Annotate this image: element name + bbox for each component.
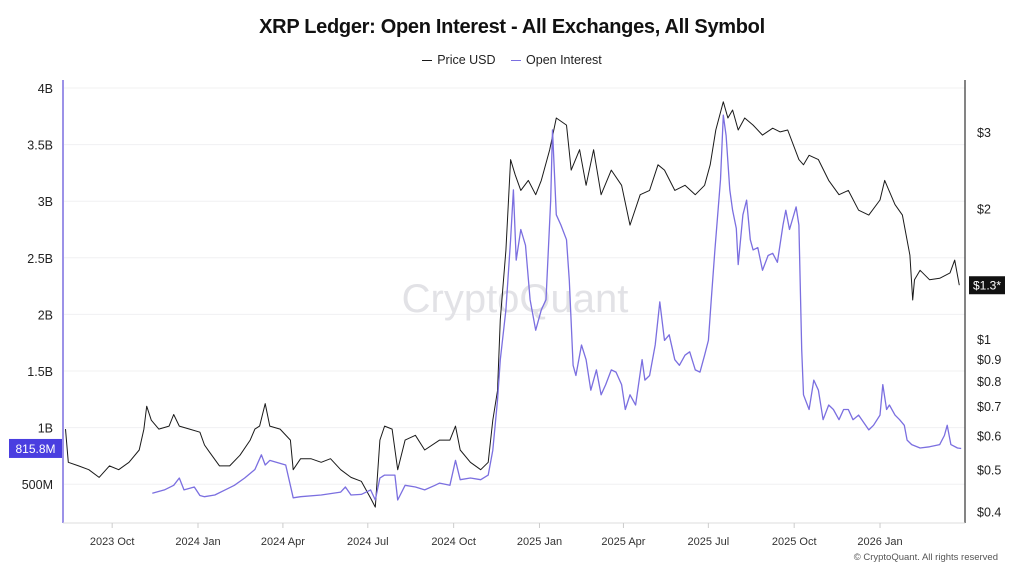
current-price-label: $1.3*	[973, 279, 1001, 293]
left-tick-label: 2.5B	[27, 252, 53, 266]
right-tick-label: $0.5	[977, 464, 1001, 478]
left-tick-label: 500M	[22, 478, 53, 492]
x-tick-label: 2025 Oct	[772, 536, 817, 548]
x-axis: 2023 Oct 2024 Jan 2024 Apr 2024 Jul 2024 Oct…	[90, 523, 903, 548]
x-tick-label: 2024 Oct	[431, 536, 476, 548]
right-tick-label: $0.8	[977, 375, 1001, 389]
x-tick-label: 2025 Jul	[688, 536, 730, 548]
series-line-price-usd	[65, 101, 960, 508]
x-tick-label: 2025 Jan	[517, 536, 562, 548]
right-tick-label: $2	[977, 202, 991, 216]
left-tick-label: 4B	[38, 82, 53, 96]
x-tick-label: 2024 Apr	[261, 536, 305, 548]
left-tick-label: 1.5B	[27, 365, 53, 379]
right-tick-label: $0.9	[977, 353, 1001, 367]
current-oi-label: 815.8M	[15, 442, 55, 456]
x-tick-label: 2024 Jul	[347, 536, 389, 548]
chart-title: XRP Ledger: Open Interest - All Exchange…	[259, 16, 765, 38]
left-tick-label: 3.5B	[27, 139, 53, 153]
left-tick-label: 3B	[38, 195, 53, 209]
current-price-badge: $1.3*	[969, 276, 1005, 295]
right-tick-label: $0.4	[977, 506, 1001, 520]
legend-label-open-interest: Open Interest	[526, 53, 602, 68]
legend: Price USD Open Interest	[0, 50, 1024, 67]
legend-swatch-price	[422, 59, 433, 61]
series-line-open-interest	[152, 114, 962, 501]
series-layer	[65, 101, 962, 508]
right-tick-label: $1	[977, 333, 991, 347]
left-tick-label: 1B	[38, 422, 53, 436]
current-oi-badge-bg	[9, 438, 62, 458]
x-tick-label: 2023 Oct	[90, 536, 135, 548]
gridlines	[64, 87, 965, 485]
legend-item-price[interactable]: Price USD	[422, 53, 496, 68]
right-tick-label: $0.7	[977, 400, 1001, 414]
copyright: © CryptoQuant. All rights reserved	[853, 552, 998, 563]
watermark: CryptoQuant	[402, 277, 629, 321]
x-tick-label: 2025 Apr	[601, 536, 645, 548]
left-axis: 4B 3.5B 3B 2.5B 2B 1.5B 1B 500M	[22, 82, 53, 492]
right-tick-label: $0.6	[977, 429, 1001, 443]
x-tick-label: 2026 Jan	[857, 536, 902, 548]
right-tick-label: $3	[977, 126, 991, 140]
legend-swatch-open-interest	[511, 59, 522, 61]
legend-item-open-interest[interactable]: Open Interest	[511, 53, 602, 67]
right-axis: $3 $2 $1 $0.9 $0.8 $0.7 $0.6 $0.5 $0.4	[977, 126, 1001, 520]
left-tick-label: 2B	[38, 308, 53, 322]
current-price-badge-bg	[969, 276, 1005, 295]
legend-label-price: Price USD	[437, 53, 496, 68]
x-tick-label: 2024 Jan	[175, 536, 220, 548]
current-oi-badge: 815.8M	[9, 438, 62, 458]
